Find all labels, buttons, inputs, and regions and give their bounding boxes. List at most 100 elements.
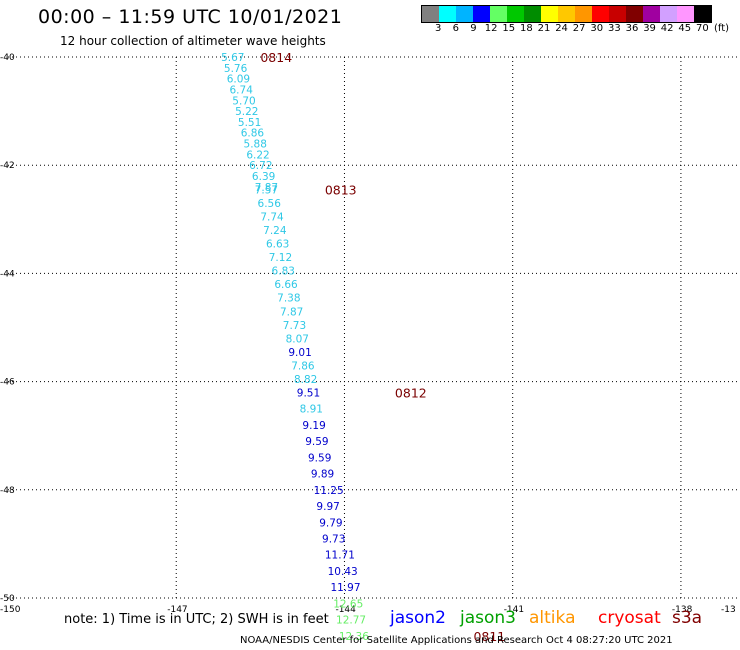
legend-swatch [694,6,711,22]
satellite-s3a: s3a [672,608,703,628]
legend-label: 18 [520,23,533,34]
time-labels: 0814 0813 0812 0811 [260,50,505,644]
wave-height-label: 6.74 [230,84,254,96]
satellite-cryosat: cryosat [598,608,661,628]
wave-height-label: 11.25 [314,485,344,497]
wave-height-label: 6.86 [241,128,265,140]
x-tick-label: -150 [0,605,21,615]
x-tick-label: -147 [167,605,187,615]
legend-unit: (ft) [714,23,730,34]
wave-height-label: 9.97 [316,501,339,513]
footer-note: note: 1) Time is in UTC; 2) SWH is in fe… [64,612,329,627]
wave-height-label: 9.73 [322,533,345,545]
wave-height-label: 8.07 [286,333,309,345]
wave-height-label: 6.63 [266,239,289,251]
x-tick-label: -141 [504,605,524,615]
wave-height-label: 7.86 [291,360,315,372]
wave-height-label: 7.87 [255,182,278,194]
legend-label: 33 [608,23,621,34]
wave-height-label: 11.97 [330,582,360,594]
wave-height-label: 7.73 [283,320,306,332]
legend-swatch [643,6,660,22]
legend-label: 24 [555,23,568,34]
wave-height-label: 9.19 [302,420,325,432]
wave-height-label: 6.72 [249,160,272,172]
satellite-altika: altika [529,608,576,628]
wave-height-label: 12.77 [336,615,366,627]
y-tick-label: -48 [0,486,15,496]
wave-height-label: 6.66 [274,279,298,291]
wave-height-label: 6.39 [252,171,275,183]
wave-height-label: 9.51 [297,387,320,399]
legend-swatch [456,6,473,22]
y-tick-label: -46 [0,378,15,388]
legend-swatch [575,6,592,22]
legend-label: 30 [590,23,604,34]
wave-height-label: 12.65 [333,598,363,610]
wave-height-label: 5.67 [221,52,244,64]
wave-height-label: 7.87 [280,306,303,318]
legend-label: 21 [537,23,551,34]
legend-swatch [660,6,677,22]
wave-height-label: 10.43 [328,566,358,578]
map-grid [8,56,737,599]
legend-swatch [473,6,490,22]
legend-label: 15 [502,23,516,34]
page-title: 00:00 – 11:59 UTC 10/01/2021 [38,6,343,28]
y-tick-label: -40 [0,53,15,63]
wave-height-label: 7.38 [277,293,300,305]
x-tick-label: -138 [672,605,693,615]
legend-swatch [677,6,694,22]
legend-label: 3 [435,23,442,34]
y-tick-label: -50 [0,594,15,604]
time-label: 0811 [473,629,505,644]
wave-height-label: 6.83 [272,266,295,278]
legend-swatch [558,6,575,22]
wave-height-label: 6.22 [246,149,269,161]
wave-height-label: 5.51 [238,117,261,129]
credit-line: NOAA/NESDIS Center for Satellite Applica… [240,635,673,646]
page-subtitle: 12 hour collection of altimeter wave hei… [60,34,326,48]
wave-height-label: 5.76 [224,63,248,75]
legend-swatch [490,6,507,22]
legend-label: 9 [470,23,477,34]
wave-height-label: 12.36 [339,631,369,643]
legend-label: 6 [452,23,459,34]
wave-height-label: 6.09 [227,74,250,86]
legend-label: 36 [625,23,639,34]
legend-swatch [541,6,558,22]
wave-height-label: 9.89 [311,469,334,481]
legend-swatch [626,6,643,22]
legend-label: 27 [572,23,586,34]
legend-swatch [439,6,456,22]
legend-label: 45 [678,23,692,34]
wave-height-label: 8.82 [294,374,317,386]
legend-swatch [422,6,439,22]
satellite-jason2: jason2 [390,608,446,628]
legend-label: 42 [660,23,674,34]
time-label: 0814 [260,50,292,65]
time-label: 0813 [325,183,357,198]
wave-height-label: 9.79 [319,517,342,529]
wave-height-label: 9.59 [305,436,328,448]
x-tick-label: -144 [335,605,356,615]
wave-height-label: 7.74 [260,212,284,224]
wave-height-label: 5.22 [235,106,258,118]
legend-swatch [524,6,541,22]
wave-height-label: 7.12 [269,252,292,264]
wave-height-label: 8.91 [300,404,323,416]
legend-swatch [609,6,626,22]
x-tick-label: -13 [721,605,736,615]
wave-height-label: 5.70 [232,95,255,107]
wave-height-label: 9.59 [308,452,331,464]
legend-swatch [592,6,609,22]
wave-height-label: 11.71 [325,550,355,562]
wave-height-label: 5.88 [244,139,267,151]
legend-label: 12 [484,23,498,34]
wave-height-label: 7.24 [263,225,287,237]
wave-height-label: 7.57 [255,185,278,197]
legend-swatch [507,6,524,22]
y-tick-label: -44 [0,269,15,279]
legend-label: 39 [643,23,656,34]
